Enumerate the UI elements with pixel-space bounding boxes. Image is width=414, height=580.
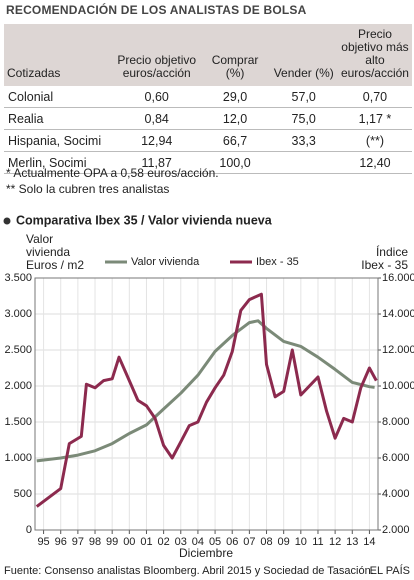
cell: Hispania, Socimi [4,129,113,152]
y2-tick-label: 2.000 [382,524,410,536]
cell: 29,0 [200,86,270,108]
x-tick-label: 01 [140,536,152,548]
x-tick-label: 14 [363,536,375,548]
y2-tick-label: 14.000 [382,308,414,320]
y2-axis-title: Índice [376,244,408,259]
cell: 100,0 [200,151,270,174]
y2-tick-label: 6.000 [382,452,410,464]
cell: 33,3 [269,129,338,152]
row: Hispania, Socimi 12,94 66,7 33,3 (**) [4,129,412,152]
cell: Colonial [4,86,113,108]
chart-title: Comparativa Ibex 35 / Valor vivienda nue… [16,213,273,227]
x-tick-label: 00 [123,536,135,548]
column-header: Precio objetivo euros/acción [112,24,201,86]
y-tick-label: 3.500 [4,272,32,284]
y2-tick-label: 10.000 [382,380,414,392]
cell: 0,84 [112,107,201,130]
x-tick-label: 95 [37,536,49,548]
cell: 11,87 [112,151,201,174]
legend-label: Ibex - 35 [256,256,299,268]
cell: 57,0 [269,86,338,108]
x-tick-label: 99 [106,536,118,548]
x-tick-label: 04 [192,536,204,548]
y2-axis-title: Ibex - 35 [361,258,408,272]
note: ** Solo la cubren tres analistas [6,182,170,196]
y-tick-label: 3.000 [4,308,32,320]
bullet [3,217,11,225]
row: Realia 0,84 12,0 75,0 1,17 * [4,107,412,130]
x-tick-label: 06 [226,536,238,548]
x-tick-label: 10 [295,536,307,548]
x-tick-label: 07 [243,536,255,548]
cell: 66,7 [200,129,270,152]
cell: 12,94 [112,129,201,152]
credit: EL PAÍS [370,564,410,577]
plot-frame [34,277,379,531]
x-tick-label: 13 [346,536,358,548]
x-tick-label: 96 [55,536,67,548]
legend-label: Valor vivienda [131,256,200,268]
y2-tick-label: 12.000 [382,344,414,356]
table: Cotizadas Precio objetivo euros/acción Com… [4,24,412,174]
x-tick-label: 08 [260,536,272,548]
column-header: Precio objetivo más alto euros/acción [337,24,412,86]
x-axis-title: Diciembre [179,546,233,560]
cell: (**) [337,129,412,152]
y-tick-label: 2.500 [4,344,32,356]
column-header: Cotizadas [4,24,113,86]
x-tick-label: 05 [209,536,221,548]
note: * Actualmente OPA a 0,58 euros/acción. [6,166,219,180]
row: Merlin, Socimi 11,87 100,0 12,40 [4,151,412,174]
x-tick-label: 02 [158,536,170,548]
cell: Realia [4,107,113,130]
cell: Merlin, Socimi [4,151,113,174]
y-axis-title: Euros / m2 [26,258,84,272]
y-axis-title: vivienda [26,245,70,259]
x-tick-label: 98 [89,536,101,548]
cell: 12,40 [337,151,412,174]
y-tick-label: 0 [26,524,32,536]
column-header: Vender (%) [269,24,338,86]
row: Colonial 0,60 29,0 57,0 0,70 [4,86,412,108]
y2-tick-label: 8.000 [382,416,410,428]
y2-tick-label: 16.000 [382,272,414,284]
x-tick-label: 12 [329,536,341,548]
series-line [36,319,375,463]
x-tick-label: 03 [175,536,187,548]
x-tick-label: 09 [278,536,290,548]
cell: 1,17 * [337,107,412,130]
x-tick-label: 97 [72,536,84,548]
source: Fuente: Consenso analistas Bloomberg. Ab… [4,565,374,577]
y-axis-title: Valor [26,232,53,246]
cell: 75,0 [269,107,338,130]
y-tick-label: 1.500 [4,416,32,428]
cell: 0,60 [112,86,201,108]
series-line [35,292,378,508]
table-title: RECOMENDACIÓN DE LOS ANALISTAS DE BOLSA [6,3,307,17]
column-header: Comprar (%) [200,24,270,86]
y2-tick-label: 4.000 [382,488,410,500]
y-tick-label: 500 [14,488,32,500]
y-tick-label: 2.000 [4,380,32,392]
cell: 0,70 [337,86,412,108]
y-tick-label: 1.000 [4,452,32,464]
cell [269,151,338,174]
x-tick-label: 11 [312,536,323,548]
cell: 12,0 [200,107,270,130]
